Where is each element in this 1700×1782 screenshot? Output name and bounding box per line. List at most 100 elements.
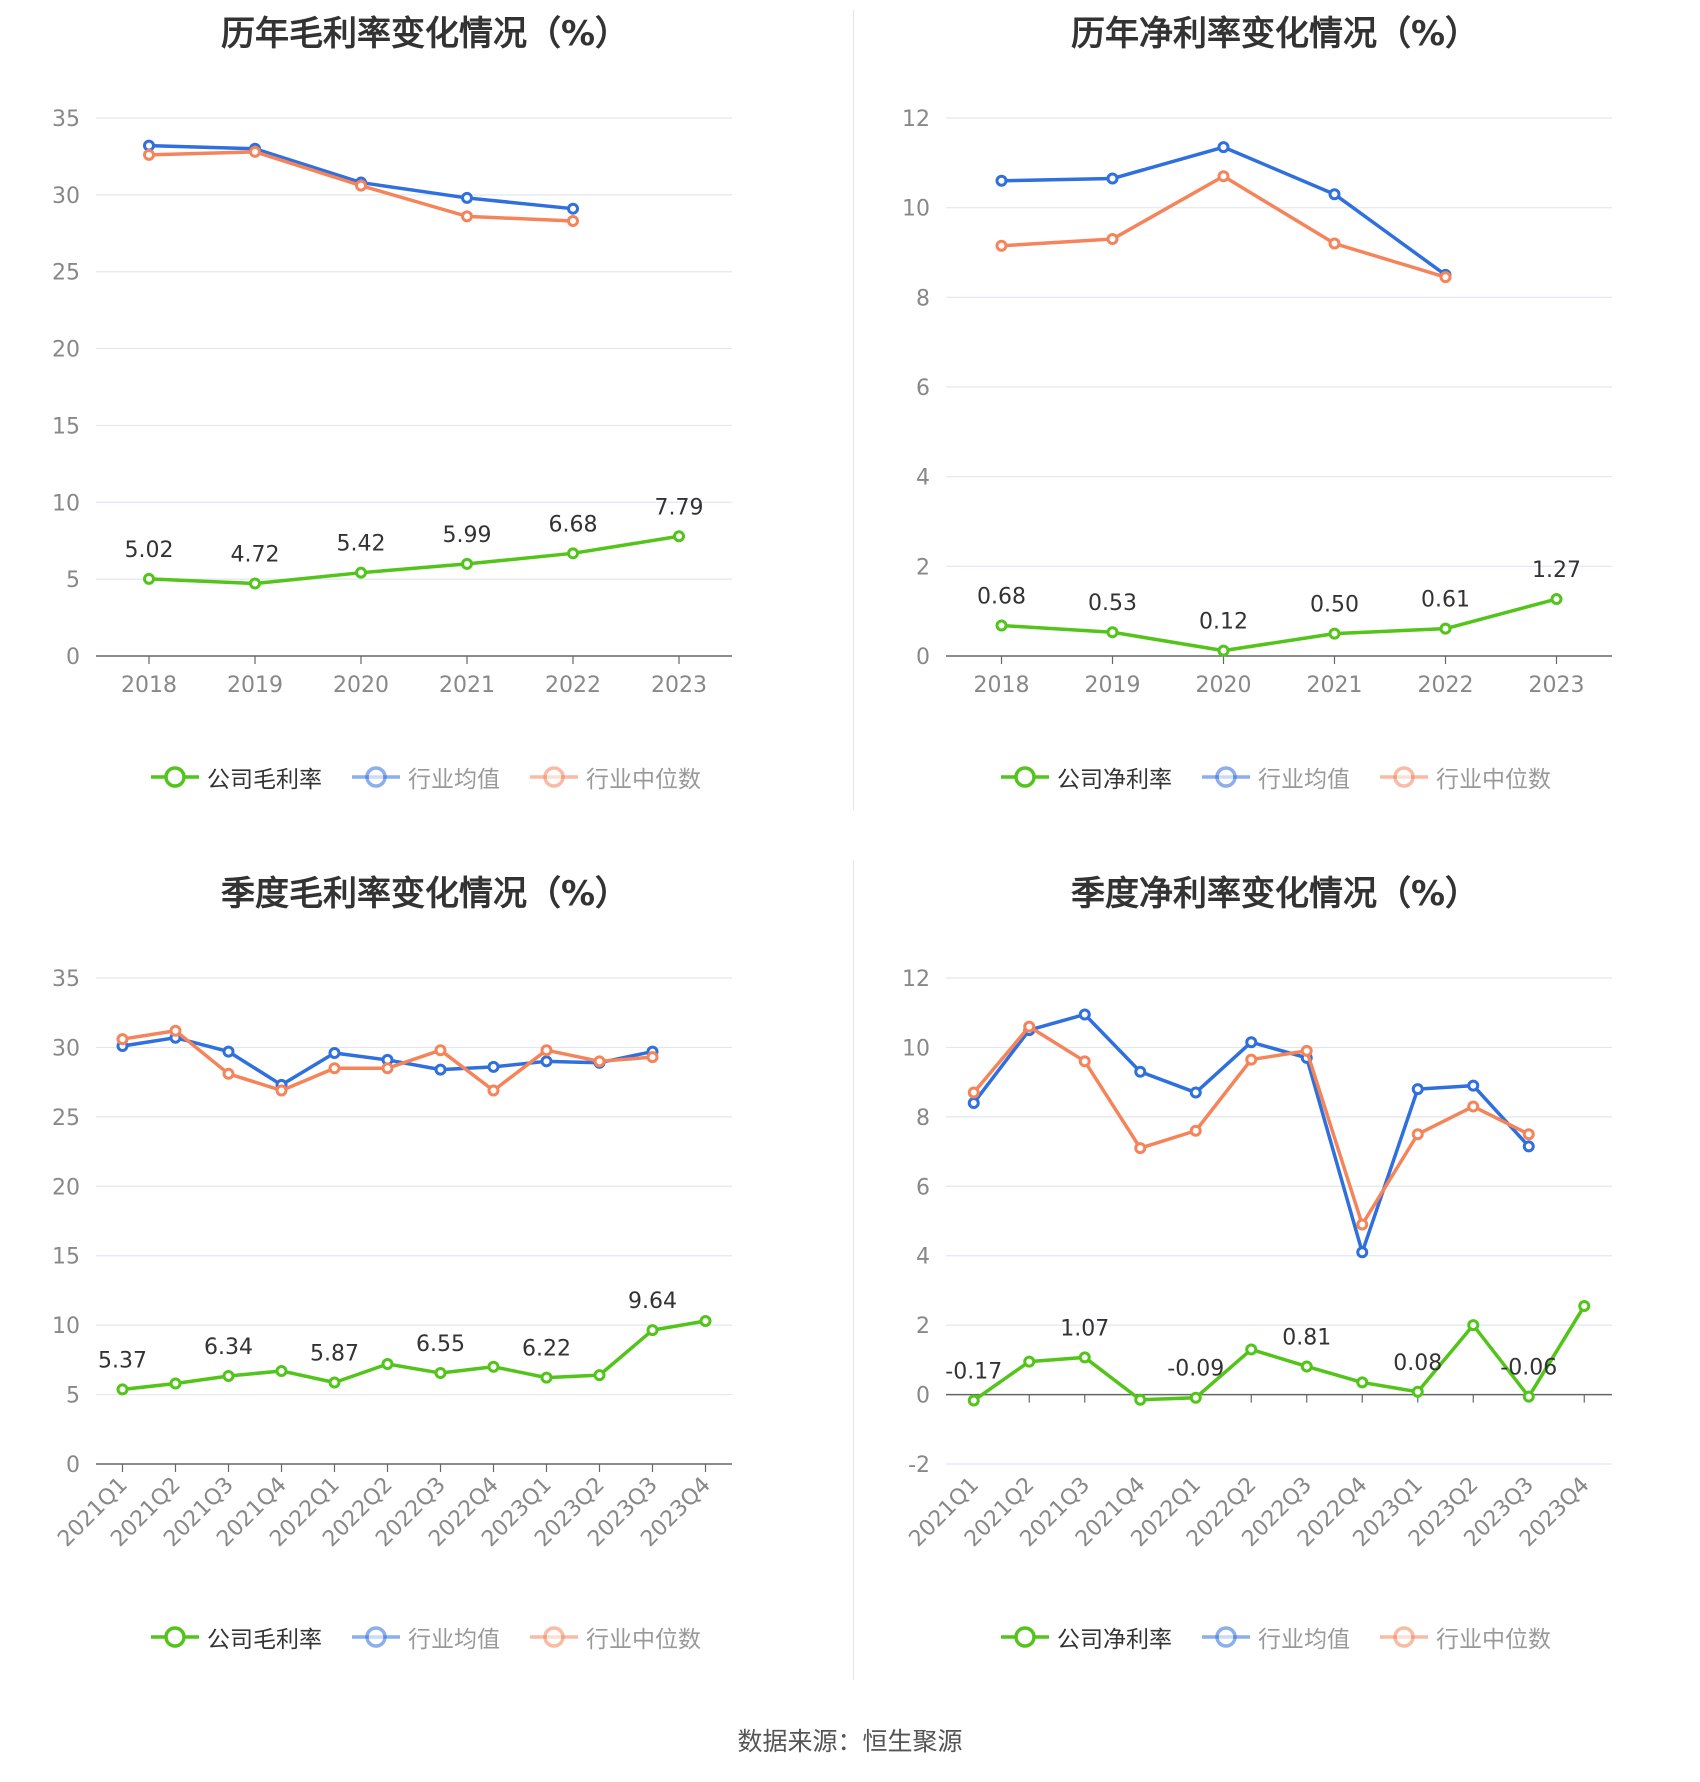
legend-item[interactable]: 公司净利率 (999, 760, 1172, 794)
legend-label: 公司毛利率 (207, 1627, 322, 1653)
data-point (1217, 170, 1230, 183)
data-point (1189, 1124, 1202, 1137)
data-point (1217, 644, 1230, 657)
data-point (1411, 1083, 1424, 1096)
chart-plot: -20246810122021Q12021Q22021Q32021Q42022Q… (902, 967, 1612, 1552)
data-point (222, 1067, 235, 1080)
legend-marker-icon (1202, 1626, 1250, 1648)
data-point (1356, 1376, 1369, 1389)
data-point (1078, 1351, 1091, 1364)
y-tick-label: 6 (916, 376, 930, 401)
data-point (328, 1062, 341, 1075)
data-point (1439, 622, 1452, 635)
legend-marker-icon (151, 766, 199, 788)
data-point (1245, 1053, 1258, 1066)
data-label: 1.07 (1060, 1316, 1109, 1341)
data-point (967, 1086, 980, 1099)
y-tick-label: 6 (916, 1175, 930, 1200)
data-label: 5.42 (337, 532, 386, 557)
legend-marker-icon (1001, 766, 1049, 788)
y-tick-label: 4 (916, 466, 930, 491)
legend-label: 行业均值 (1258, 767, 1350, 793)
data-point (699, 1314, 712, 1327)
legend-item[interactable]: 行业中位数 (1378, 1620, 1551, 1654)
data-label: 0.08 (1393, 1351, 1442, 1376)
y-tick-label: 20 (52, 338, 80, 363)
chart-panel-annual-net: 历年净利率变化情况（%） 0 2 4 6 8 10 12 2018 2019 2020 2021 20… (850, 0, 1700, 860)
legend-item[interactable]: 行业均值 (1200, 760, 1350, 794)
data-point (967, 1394, 980, 1407)
chart-plot: 0 2 4 6 8 10 12 2018 2019 2020 2021 2022 2023 0.68 0.5… (902, 107, 1612, 698)
data-point (381, 1358, 394, 1371)
legend-label: 行业中位数 (1436, 767, 1551, 793)
data-label: 5.37 (98, 1348, 147, 1373)
y-tick-label: 0 (916, 645, 930, 670)
y-tick-label: 8 (916, 286, 930, 311)
x-tick-label: 2019 (227, 673, 283, 698)
data-point (995, 619, 1008, 632)
legend-item[interactable]: 行业中位数 (528, 1620, 701, 1654)
data-point (1106, 626, 1119, 639)
y-tick-label: 2 (916, 1314, 930, 1339)
legend-item[interactable]: 行业中位数 (528, 760, 701, 794)
y-tick-label: 0 (66, 645, 80, 670)
data-point (1328, 627, 1341, 640)
x-tick-label: 2023 (651, 673, 707, 698)
source-label: 数据来源：恒生聚源 (737, 1727, 963, 1756)
data-label: 0.50 (1310, 593, 1359, 618)
y-tick-label: 10 (52, 1314, 80, 1339)
y-tick-label: 12 (902, 967, 930, 992)
data-point (1439, 271, 1452, 284)
data-point (1245, 1343, 1258, 1356)
legend-item[interactable]: 公司净利率 (999, 1620, 1172, 1654)
data-point (1522, 1140, 1535, 1153)
divider (853, 860, 854, 1680)
data-label: 6.34 (204, 1335, 253, 1360)
data-point (1300, 1360, 1313, 1373)
data-point (1078, 1055, 1091, 1068)
data-point (1356, 1246, 1369, 1259)
legend-item[interactable]: 行业均值 (350, 760, 500, 794)
data-label: 0.81 (1282, 1325, 1331, 1350)
legend-item[interactable]: 行业均值 (1200, 1620, 1350, 1654)
data-label: 9.64 (628, 1289, 677, 1314)
data-point (1467, 1100, 1480, 1113)
legend-label: 行业中位数 (1436, 1627, 1551, 1653)
data-point (673, 530, 685, 543)
data-point (1411, 1128, 1424, 1141)
data-point (540, 1055, 553, 1068)
legend-item[interactable]: 行业中位数 (1378, 760, 1551, 794)
data-point (328, 1046, 341, 1059)
legend-label: 行业均值 (408, 767, 500, 793)
data-point (567, 202, 579, 215)
y-tick-label: 25 (52, 261, 80, 286)
data-point (116, 1383, 129, 1396)
legend: 公司净利率 行业均值 行业中位数 (850, 1620, 1700, 1654)
legend-item[interactable]: 行业均值 (350, 1620, 500, 1654)
legend-item[interactable]: 公司毛利率 (149, 1620, 322, 1654)
legend-item[interactable]: 公司毛利率 (149, 760, 322, 794)
legend-label: 公司净利率 (1057, 1627, 1172, 1653)
data-label: -0.17 (945, 1359, 1002, 1384)
y-tick-label: 5 (66, 568, 80, 593)
divider (853, 10, 854, 810)
legend-marker-icon (1202, 766, 1250, 788)
data-point (646, 1051, 659, 1064)
y-tick-label: 10 (902, 197, 930, 222)
legend-marker-icon (1380, 766, 1428, 788)
data-point (1134, 1065, 1147, 1078)
data-point (487, 1084, 500, 1097)
chart-panel-quarterly-net: 季度净利率变化情况（%） -2 0 2 4 6 8 10 12 2021Q1 2021Q2 2021… (850, 860, 1700, 1720)
data-point (1300, 1044, 1313, 1057)
legend-marker-icon (530, 1626, 578, 1648)
data-point (1356, 1218, 1369, 1231)
series-line (148, 534, 680, 586)
data-label: 6.68 (549, 512, 598, 537)
x-tick-label: 2018 (974, 673, 1030, 698)
data-point (1217, 141, 1230, 154)
chart-panel-quarterly-gross: 季度毛利率变化情况（%） 0 5 10 15 20 25 30 35 2021Q1 2021Q2 2… (0, 860, 850, 1720)
y-tick-label: 15 (52, 1245, 80, 1270)
legend: 公司毛利率 行业均值 行业中位数 (0, 1620, 850, 1654)
y-tick-label: 35 (52, 107, 80, 132)
legend: 公司净利率 行业均值 行业中位数 (850, 760, 1700, 794)
